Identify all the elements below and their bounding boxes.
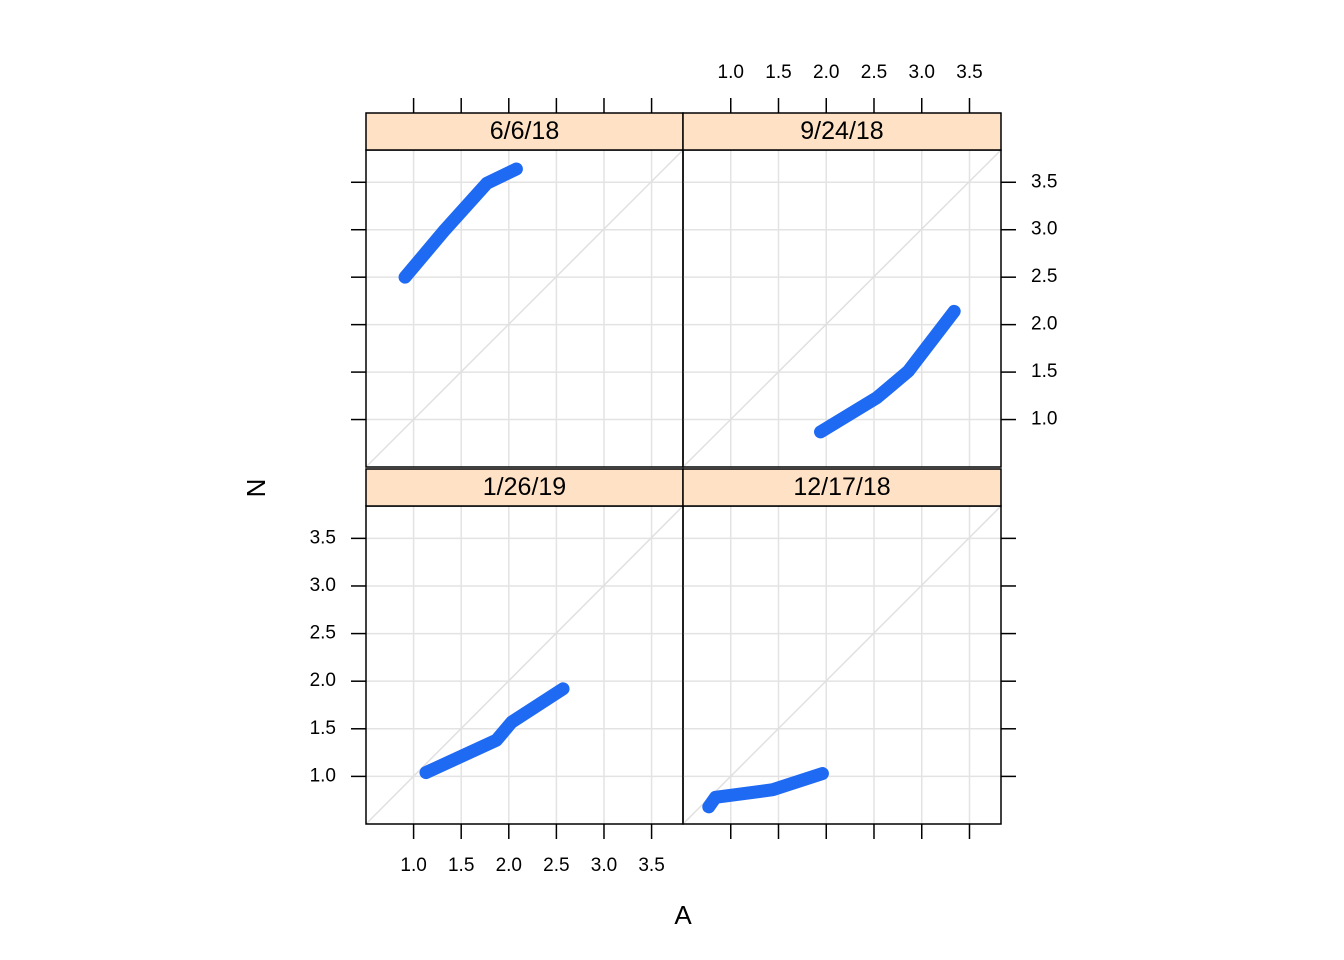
qq-line [398,162,523,284]
x-tick-label: 3.0 [591,855,617,876]
x-tick-label: 1.5 [448,855,474,876]
y-tick-label: 1.0 [1031,409,1057,430]
x-tick-label: 3.0 [909,62,935,83]
y-tick-label: 2.5 [310,623,336,644]
x-axis-label: A [674,900,692,930]
x-tick-label: 1.5 [765,62,791,83]
y-tick-label: 2.0 [1031,314,1057,335]
x-tick-label: 1.0 [400,855,426,876]
x-tick-label: 3.5 [638,855,664,876]
x-tick-label: 2.0 [496,855,522,876]
qq-line [702,767,829,814]
reference-line [365,149,684,468]
qq-line [419,682,570,780]
strip [365,468,684,507]
y-tick-label: 3.5 [1031,171,1057,192]
x-tick-label: 2.5 [543,855,569,876]
reference-line [682,149,1002,468]
x-tick-label: 2.0 [813,62,839,83]
y-tick-label: 1.5 [310,718,336,739]
y-tick-label: 3.0 [310,575,336,596]
y-tick-label: 2.0 [310,670,336,691]
qq-line [814,304,961,439]
strip-title: 9/24/18 [800,117,883,145]
y-axis-label: N [241,479,271,498]
y-tick-label: 2.5 [1031,266,1057,287]
y-tick-label: 3.0 [1031,219,1057,240]
y-tick-label: 3.5 [310,527,336,548]
strip-title: 1/26/19 [483,473,566,501]
y-tick-label: 1.0 [310,765,336,786]
y-tick-label: 1.5 [1031,361,1057,382]
strip [365,112,684,151]
reference-line [682,505,1002,825]
x-tick-label: 2.5 [861,62,887,83]
strip [682,112,1002,151]
strip [682,468,1002,507]
strip-title: 6/6/18 [490,117,560,145]
x-tick-label: 3.5 [956,62,982,83]
x-tick-label: 1.0 [718,62,744,83]
strip-title: 12/17/18 [793,473,890,501]
reference-line [365,505,684,825]
